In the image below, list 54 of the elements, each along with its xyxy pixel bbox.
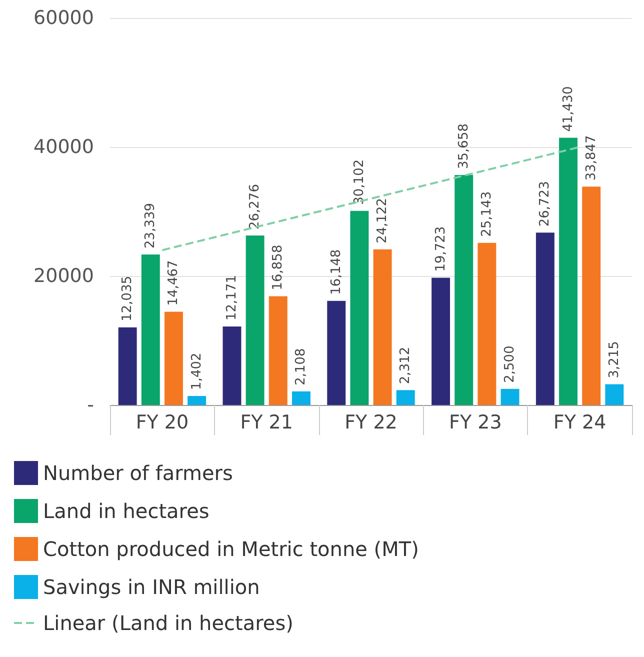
data-label: 16,858 bbox=[270, 244, 286, 290]
y-tick-label: 20000 bbox=[34, 265, 94, 287]
data-label: 26,276 bbox=[248, 184, 263, 230]
bar bbox=[222, 326, 242, 405]
data-label: 25,143 bbox=[479, 191, 494, 237]
data-label: 14,467 bbox=[166, 260, 182, 306]
data-label: 24,122 bbox=[375, 198, 390, 244]
data-label: 12,171 bbox=[224, 274, 240, 320]
legend-label: Cotton produced in Metric tonne (MT) bbox=[43, 537, 419, 561]
x-tick-label: FY 22 bbox=[344, 412, 398, 434]
x-tick-label: FY 21 bbox=[240, 412, 293, 434]
data-label: 12,035 bbox=[120, 276, 136, 322]
bar bbox=[582, 186, 601, 405]
x-tick-label: FY 24 bbox=[553, 412, 606, 434]
bar bbox=[246, 236, 264, 405]
bar bbox=[500, 388, 520, 405]
legend-label: Land in hectares bbox=[43, 499, 210, 523]
data-label: 41,430 bbox=[560, 86, 576, 132]
legend-label: Number of farmers bbox=[43, 461, 233, 485]
y-tick-label: 40000 bbox=[34, 136, 94, 158]
legend-label: Linear (Land in hectares) bbox=[43, 611, 294, 635]
y-tick-label: - bbox=[87, 394, 94, 416]
bar bbox=[292, 391, 310, 405]
data-label: 30,102 bbox=[352, 159, 367, 205]
bar bbox=[350, 210, 369, 405]
data-label: 2,108 bbox=[294, 348, 309, 386]
bar bbox=[118, 327, 137, 405]
bar bbox=[396, 390, 415, 405]
bar bbox=[432, 278, 450, 405]
data-label: 35,658 bbox=[456, 124, 472, 170]
data-label: 2,500 bbox=[502, 346, 518, 383]
bar bbox=[373, 249, 392, 405]
bar bbox=[605, 384, 624, 405]
x-tick-label: FY 23 bbox=[449, 412, 502, 434]
bar bbox=[327, 300, 346, 405]
bar bbox=[559, 138, 578, 405]
data-label: 33,847 bbox=[584, 135, 599, 181]
data-label: 23,339 bbox=[143, 202, 158, 248]
data-label: 3,215 bbox=[606, 341, 622, 378]
legend-label: Savings in INR million bbox=[43, 575, 260, 599]
data-label: 16,148 bbox=[328, 249, 344, 295]
bar bbox=[188, 396, 206, 405]
x-tick-label: FY 20 bbox=[136, 412, 189, 434]
data-label: 19,723 bbox=[433, 226, 448, 272]
data-label: 1,402 bbox=[189, 352, 204, 390]
y-tick-label: 60000 bbox=[34, 7, 94, 29]
bar bbox=[268, 296, 288, 405]
bar bbox=[164, 312, 183, 405]
bar bbox=[454, 175, 474, 405]
data-label: 26,723 bbox=[538, 181, 553, 227]
bar bbox=[536, 232, 554, 405]
data-label: 2,312 bbox=[398, 346, 414, 384]
bar bbox=[141, 254, 160, 405]
bar bbox=[478, 242, 496, 405]
